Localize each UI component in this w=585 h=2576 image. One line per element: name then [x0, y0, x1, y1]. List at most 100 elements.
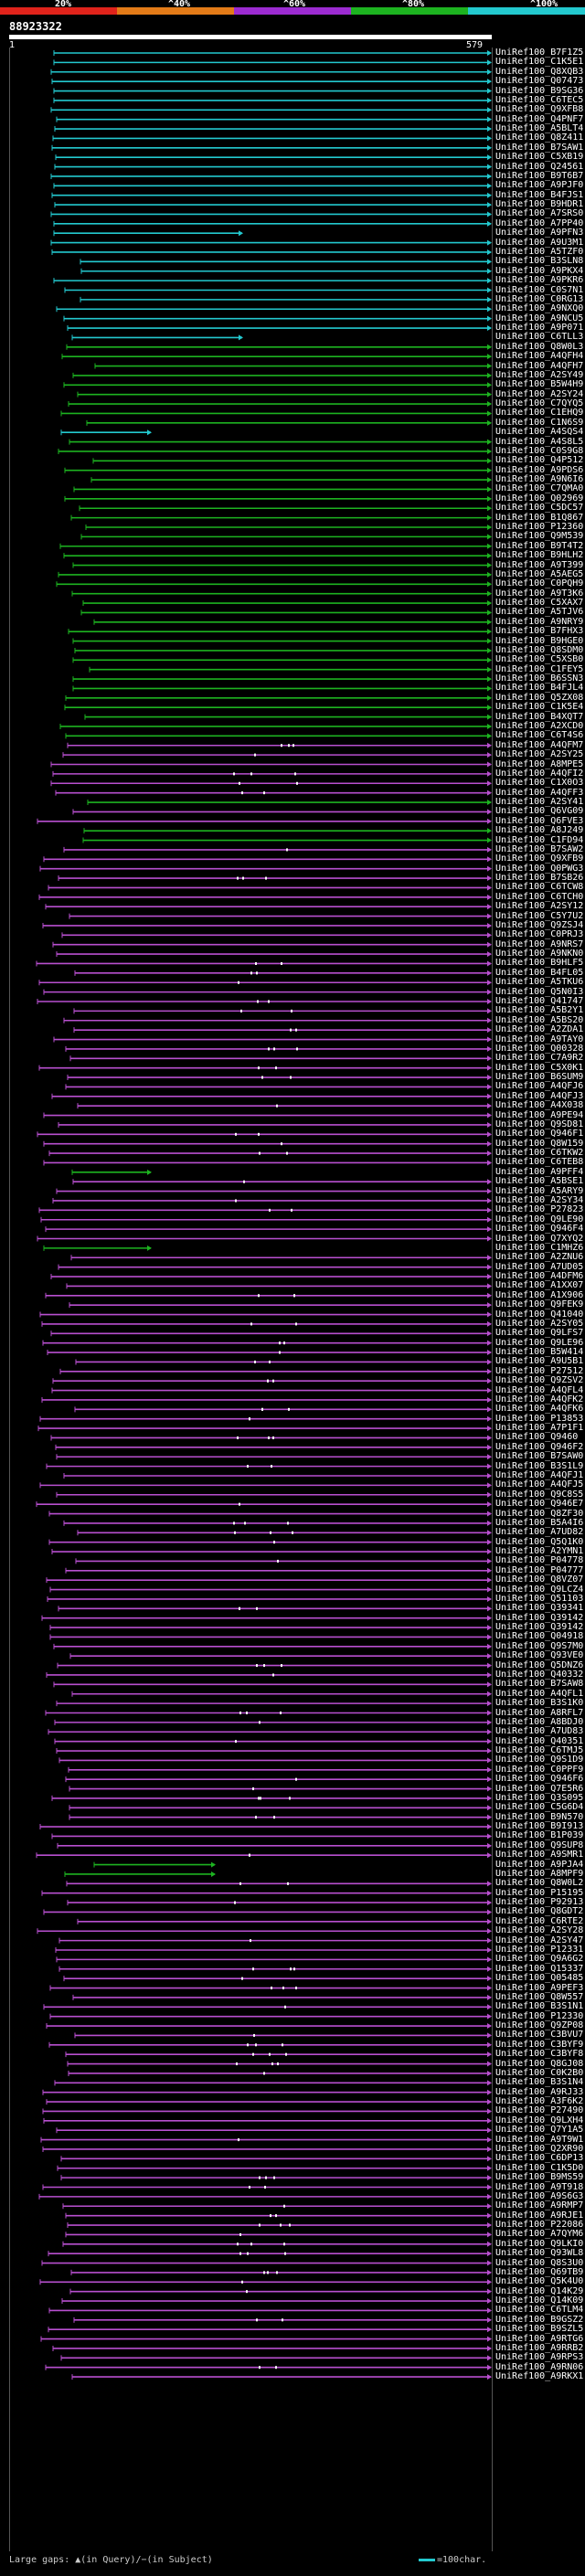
hit-label[interactable]: UniRef100_B7FHX3 — [495, 626, 584, 637]
hit-label[interactable]: UniRef100_A9PFN3 — [495, 228, 584, 239]
hit-label[interactable]: UniRef100_A4QFK2 — [495, 1394, 584, 1405]
hit-label[interactable]: UniRef100_B4XQT7 — [495, 711, 584, 722]
hit-label[interactable]: UniRef100_A9PKX4 — [495, 265, 584, 276]
hit-label[interactable]: UniRef100_Q24561 — [495, 161, 584, 172]
hit-label[interactable]: UniRef100_P22086 — [495, 2220, 584, 2231]
hit-label[interactable]: UniRef100_A5BSE1 — [495, 1176, 584, 1187]
hit-label[interactable]: UniRef100_Q946F1 — [495, 1129, 584, 1140]
hit-label[interactable]: UniRef100_Q8GDT2 — [495, 1906, 584, 1917]
hit-label[interactable]: UniRef100_C6TKW2 — [495, 1148, 584, 1159]
hit-label[interactable]: UniRef100_Q9M539 — [495, 531, 584, 542]
hit-label[interactable]: UniRef100_C5XAX7 — [495, 598, 584, 609]
hit-label[interactable]: UniRef100_A4QFK6 — [495, 1404, 584, 1415]
hit-label[interactable]: UniRef100_B4FL05 — [495, 967, 584, 978]
hit-label[interactable]: UniRef100_C3BVU7 — [495, 2030, 584, 2041]
hit-label[interactable]: UniRef100_C1K5E4 — [495, 702, 584, 713]
hit-label[interactable]: UniRef100_A2YMN1 — [495, 1546, 584, 1557]
hit-label[interactable]: UniRef100_Q8W0L2 — [495, 1878, 584, 1889]
hit-label[interactable]: UniRef100_A7SRS0 — [495, 208, 584, 219]
hit-label[interactable]: UniRef100_Q8W0L3 — [495, 341, 584, 352]
hit-label[interactable]: UniRef100_Q39341 — [495, 1603, 584, 1614]
hit-label[interactable]: UniRef100_C6TCW8 — [495, 882, 584, 893]
hit-label[interactable]: UniRef100_A9RJ33 — [495, 2086, 584, 2097]
hit-label[interactable]: UniRef100_A9NCU5 — [495, 313, 584, 323]
hit-label[interactable]: UniRef100_C6DP13 — [495, 2153, 584, 2164]
hit-label[interactable]: UniRef100_A9PJF0 — [495, 180, 584, 191]
hit-label[interactable]: UniRef100_Q6VG09 — [495, 806, 584, 817]
hit-label[interactable]: UniRef100_A9T918 — [495, 2181, 584, 2192]
hit-label[interactable]: UniRef100_A7UD82 — [495, 1527, 584, 1538]
hit-label[interactable]: UniRef100_Q6FVE3 — [495, 815, 584, 826]
hit-label[interactable]: UniRef100_Q9XFB9 — [495, 853, 584, 864]
hit-label[interactable]: UniRef100_P27490 — [495, 2105, 584, 2116]
hit-label[interactable]: UniRef100_Q04918 — [495, 1631, 584, 1642]
hit-label[interactable]: UniRef100_A4QFJ1 — [495, 1470, 584, 1480]
hit-label[interactable]: UniRef100_A5ARY9 — [495, 1185, 584, 1196]
hit-label[interactable]: UniRef100_P04778 — [495, 1555, 584, 1566]
hit-label[interactable]: UniRef100_A9RTG6 — [495, 2333, 584, 2344]
hit-label[interactable]: UniRef100_B9HDR1 — [495, 199, 584, 210]
hit-label[interactable]: UniRef100_Q93WL8 — [495, 2248, 584, 2259]
hit-label[interactable]: UniRef100_A4QFJ6 — [495, 1081, 584, 1092]
hit-label[interactable]: UniRef100_A9PFF4 — [495, 1166, 584, 1177]
hit-label[interactable]: UniRef100_A9RRB2 — [495, 2342, 584, 2353]
hit-label[interactable]: UniRef100_A4QFL4 — [495, 1384, 584, 1395]
hit-label[interactable]: UniRef100_Q9LKI0 — [495, 2238, 584, 2249]
hit-label[interactable]: UniRef100_C0RG13 — [495, 293, 584, 304]
hit-label[interactable]: UniRef100_B9I913 — [495, 1821, 584, 1832]
hit-label[interactable]: UniRef100_Q9SUP8 — [495, 1839, 584, 1850]
hit-label[interactable]: UniRef100_B9N570 — [495, 1811, 584, 1822]
hit-label[interactable]: UniRef100_A5TJV6 — [495, 607, 584, 618]
hit-label[interactable]: UniRef100_Q00328 — [495, 1043, 584, 1054]
hit-label[interactable]: UniRef100_C1X0O3 — [495, 778, 584, 789]
hit-label[interactable]: UniRef100_Q39142 — [495, 1622, 584, 1633]
hit-label[interactable]: UniRef100_B7SAW8 — [495, 1679, 584, 1690]
hit-label[interactable]: UniRef100_A8RFL7 — [495, 1707, 584, 1718]
hit-label[interactable]: UniRef100_B9T4T2 — [495, 540, 584, 551]
hit-label[interactable]: UniRef100_A9PE94 — [495, 1109, 584, 1120]
hit-label[interactable]: UniRef100_Q02969 — [495, 493, 584, 504]
hit-label[interactable]: UniRef100_Q40332 — [495, 1669, 584, 1680]
hit-label[interactable]: UniRef100_B9HLH2 — [495, 550, 584, 561]
hit-label[interactable]: UniRef100_A2SY34 — [495, 1194, 584, 1205]
hit-label[interactable]: UniRef100_B7SAW0 — [495, 1451, 584, 1462]
hit-label[interactable]: UniRef100_Q93VE0 — [495, 1650, 584, 1661]
hit-label[interactable]: UniRef100_Q2XR90 — [495, 2143, 584, 2154]
hit-label[interactable]: UniRef100_A4QFL1 — [495, 1688, 584, 1699]
hit-label[interactable]: UniRef100_B6SSN3 — [495, 673, 584, 684]
hit-label[interactable]: UniRef100_C0S7N1 — [495, 284, 584, 295]
hit-label[interactable]: UniRef100_B1P039 — [495, 1830, 584, 1841]
hit-label[interactable]: UniRef100_B7SAW2 — [495, 843, 584, 854]
hit-label[interactable]: UniRef100_A9PDS6 — [495, 464, 584, 475]
hit-label[interactable]: UniRef100_A9P071 — [495, 323, 584, 334]
hit-label[interactable]: UniRef100_B7SAW1 — [495, 142, 584, 153]
hit-label[interactable]: UniRef100_C0PQH9 — [495, 578, 584, 589]
hit-label[interactable]: UniRef100_Q9S7M0 — [495, 1640, 584, 1651]
hit-label[interactable]: UniRef100_Q8W159 — [495, 1138, 584, 1149]
hit-label[interactable]: UniRef100_A9NXQ0 — [495, 303, 584, 314]
hit-label[interactable]: UniRef100_A9RKX1 — [495, 2371, 584, 2382]
hit-label[interactable]: UniRef100_A9RMP7 — [495, 2200, 584, 2211]
hit-label[interactable]: UniRef100_A2SY12 — [495, 901, 584, 912]
hit-label[interactable]: UniRef100_A2ZDA1 — [495, 1024, 584, 1035]
hit-label[interactable]: UniRef100_A5BS20 — [495, 1014, 584, 1025]
hit-label[interactable]: UniRef100_Q8GJ08 — [495, 2058, 584, 2069]
hit-label[interactable]: UniRef100_B9HLF5 — [495, 958, 584, 969]
hit-label[interactable]: UniRef100_A5TKU6 — [495, 977, 584, 988]
hit-label[interactable]: UniRef100_C6TLL3 — [495, 332, 584, 343]
hit-label[interactable]: UniRef100_A9U5B1 — [495, 1356, 584, 1367]
hit-label[interactable]: UniRef100_B9GSZ2 — [495, 2314, 584, 2325]
hit-label[interactable]: UniRef100_A4SQS4 — [495, 427, 584, 438]
hit-label[interactable]: UniRef100_Q8Z411 — [495, 133, 584, 143]
hit-label[interactable]: UniRef100_B4FJS1 — [495, 189, 584, 200]
hit-label[interactable]: UniRef100_A9PKR6 — [495, 275, 584, 286]
hit-label[interactable]: UniRef100_C1K5D0 — [495, 2162, 584, 2173]
hit-label[interactable]: UniRef100_Q7XYQ2 — [495, 1233, 584, 1244]
hit-label[interactable]: UniRef100_A4QFF3 — [495, 787, 584, 798]
hit-label[interactable]: UniRef100_Q7E5R6 — [495, 1783, 584, 1794]
hit-label[interactable]: UniRef100_C7QYQ5 — [495, 398, 584, 409]
hit-label[interactable]: UniRef100_C6RTE2 — [495, 1915, 584, 1926]
hit-label[interactable]: UniRef100_P92913 — [495, 1897, 584, 1908]
hit-label[interactable]: UniRef100_A8MPE5 — [495, 758, 584, 769]
hit-label[interactable]: UniRef100_A9TAY0 — [495, 1034, 584, 1044]
